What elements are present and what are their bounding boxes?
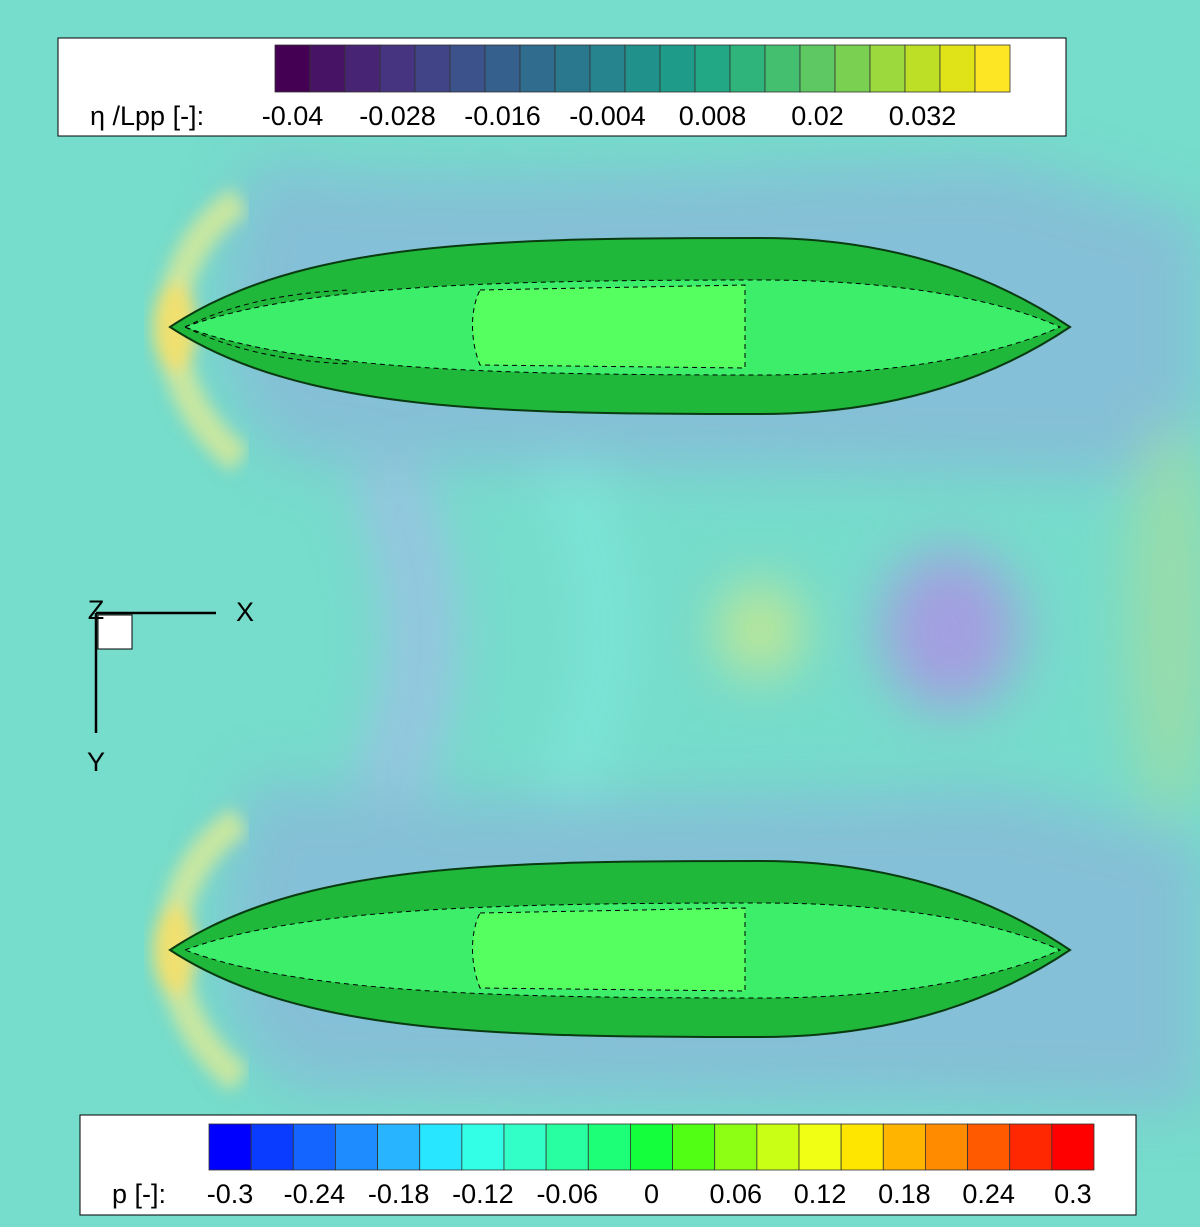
colorbar-segment (335, 1123, 378, 1171)
colorbar-tick-label: -0.24 (284, 1179, 346, 1209)
colorbar-segment (714, 1123, 758, 1171)
colorbar-tick-label: -0.18 (368, 1179, 430, 1209)
colorbar-tick-label: -0.12 (452, 1179, 514, 1209)
colorbar-segment (1009, 1123, 1053, 1171)
colorbar-segment (545, 1123, 589, 1171)
colorbar-segment (377, 1123, 421, 1171)
colorbar-segment (250, 1123, 294, 1171)
colorbar-segment (554, 44, 591, 93)
colorbar-tick-label: 0 (644, 1179, 659, 1209)
colorbar-segment (414, 44, 451, 93)
colorbar-segment (292, 1123, 336, 1171)
colorbar-segment (756, 1123, 800, 1171)
colorbar-tick-label: -0.016 (464, 101, 541, 131)
colorbar-segment (840, 1123, 884, 1171)
colorbar-segment (882, 1123, 926, 1171)
colorbar-segment (729, 44, 766, 93)
colorbar-tick-label: -0.004 (569, 101, 646, 131)
colorbar-segment (974, 44, 1011, 93)
colorbar-tick-label: -0.028 (359, 101, 436, 131)
colorbar-segment (587, 1123, 631, 1171)
colorbar-segment (624, 44, 661, 93)
colorbar-segment (798, 1123, 842, 1171)
colorbar-segment (694, 44, 731, 93)
colorbar-label: p [-]: (112, 1179, 166, 1209)
axis-label-z: Z (88, 595, 105, 625)
colorbar-segment (461, 1123, 505, 1171)
colorbar-tick-label: 0.3 (1054, 1179, 1092, 1209)
colorbar-segment (274, 44, 311, 93)
colorbar-label: η /Lpp [-]: (90, 101, 204, 131)
colorbar-tick-label: 0.18 (878, 1179, 931, 1209)
colorbar-tick-label: 0.032 (889, 101, 957, 131)
hull-top (168, 236, 1072, 416)
colorbar-segment (484, 44, 521, 93)
colorbar-segment (344, 44, 381, 93)
colorbar-segment (309, 44, 346, 93)
colorbar-segment (799, 44, 836, 93)
colorbar-tick-label: 0.24 (962, 1179, 1015, 1209)
colorbar-tick-label: -0.06 (536, 1179, 598, 1209)
colorbar-segment (672, 1123, 716, 1171)
colorbar-segment (630, 1123, 673, 1171)
colorbar-segment (967, 1123, 1011, 1171)
colorbar-tick-label: -0.3 (207, 1179, 254, 1209)
colorbar-segment (764, 44, 801, 93)
colorbar-segment (208, 1123, 252, 1171)
colorbar-segment (869, 44, 906, 93)
colorbar-segment (379, 44, 416, 93)
axis-label-x: X (236, 597, 254, 627)
colorbar-tick-label: -0.04 (262, 101, 324, 131)
colorbar-tick-label: 0.02 (791, 101, 844, 131)
colorbar-segment (904, 44, 941, 93)
colorbar-segment (503, 1123, 547, 1171)
hull-bottom (168, 859, 1072, 1039)
axis-triad: Z X Y (87, 595, 254, 777)
colorbar-segment (1051, 1123, 1095, 1171)
colorbar-segment (659, 44, 696, 93)
colorbar-segment (519, 44, 556, 93)
axis-label-y: Y (87, 747, 105, 777)
colorbar-segment (925, 1123, 968, 1171)
colorbar-tick-label: 0.008 (679, 101, 747, 131)
colorbar-segment (449, 44, 486, 93)
colorbar-segment (834, 44, 871, 93)
colorbar-segment (419, 1123, 463, 1171)
colorbar-segment (939, 44, 976, 93)
colorbar-segment (589, 44, 626, 93)
colorbar-tick-label: 0.06 (710, 1179, 763, 1209)
colorbar-tick-label: 0.12 (794, 1179, 847, 1209)
